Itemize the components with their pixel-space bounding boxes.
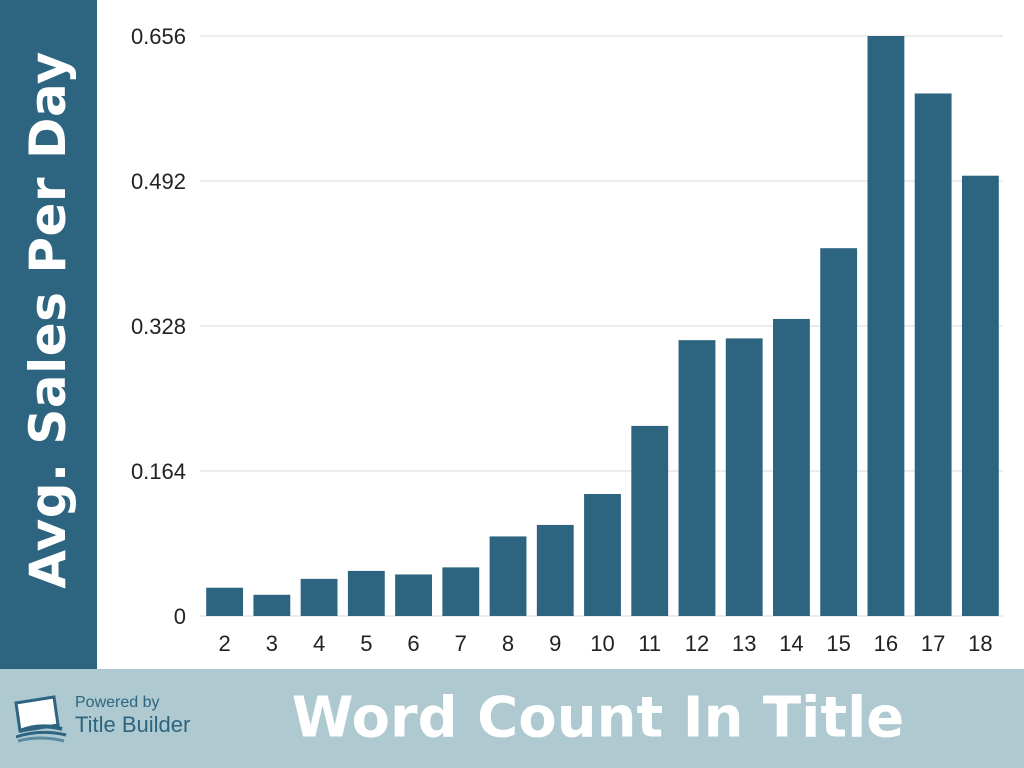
x-tick-label: 2	[218, 631, 230, 656]
bar-9	[536, 524, 574, 616]
bar-14	[773, 318, 810, 616]
x-tick-label: 4	[313, 631, 325, 656]
x-tick-label: 16	[874, 631, 898, 656]
x-tick-label: 11	[638, 631, 661, 656]
bars	[206, 36, 999, 617]
y-tick-label: 0.656	[131, 24, 186, 49]
x-tick-label: 10	[590, 631, 614, 656]
x-tick-label: 9	[549, 631, 561, 656]
brand-name: Title Builder	[75, 712, 191, 737]
y-tick-labels: 0 0.164 0.328 0.492 0.656	[131, 24, 186, 629]
bar-chart: 0 0.164 0.328 0.492 0.656 2 3 4 5 6 7 8 9 10 11 12 13 14…	[131, 24, 1003, 656]
x-tick-label: 6	[407, 631, 419, 656]
x-axis-label: Word Count In Title	[291, 685, 905, 751]
bar-6	[395, 574, 432, 616]
bar-7	[442, 567, 480, 616]
bar-2	[206, 587, 244, 616]
bar-11	[631, 425, 669, 616]
y-tick-label: 0	[174, 604, 186, 629]
x-tick-label: 18	[968, 631, 992, 656]
x-tick-label: 13	[732, 631, 756, 656]
x-tick-label: 3	[266, 631, 278, 656]
bar-5	[347, 570, 385, 616]
bar-4	[300, 578, 338, 616]
x-tick-label: 7	[455, 631, 467, 656]
bar-15	[820, 248, 858, 616]
bar-17	[914, 93, 952, 617]
y-tick-label: 0.492	[131, 169, 186, 194]
bar-18	[961, 175, 999, 616]
x-tick-label: 12	[685, 631, 709, 656]
bar-13	[725, 338, 763, 616]
bar-12	[678, 340, 716, 616]
bar-10	[584, 493, 621, 616]
footer-bar	[0, 669, 1024, 768]
x-tick-label: 5	[360, 631, 372, 656]
bar-16	[867, 36, 905, 616]
x-tick-labels: 2 3 4 5 6 7 8 9 10 11 12 13 14 15 16 17 18	[218, 631, 992, 656]
x-tick-label: 14	[779, 631, 803, 656]
powered-by-text: Powered by	[75, 694, 160, 711]
x-tick-label: 8	[502, 631, 514, 656]
x-tick-label: 15	[826, 631, 850, 656]
bar-8	[489, 536, 527, 616]
x-tick-label: 17	[921, 631, 945, 656]
title-builder-logo-icon	[14, 695, 67, 743]
y-axis-label-panel: Avg. Sales Per Day	[0, 0, 97, 669]
y-tick-label: 0.164	[131, 459, 186, 484]
y-tick-label: 0.328	[131, 314, 186, 339]
bar-3	[253, 594, 291, 616]
